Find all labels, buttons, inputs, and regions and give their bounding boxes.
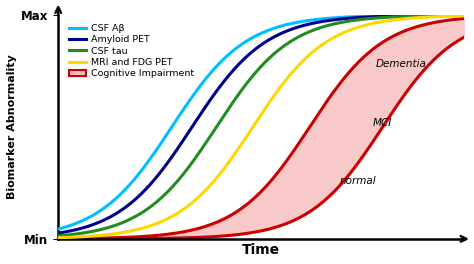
Text: normal: normal: [340, 176, 377, 186]
Y-axis label: Biomarker Abnormality: Biomarker Abnormality: [7, 55, 17, 199]
Legend: CSF Aβ, Amyloid PET, CSF tau, MRI and FDG PET, Cognitive Impairment: CSF Aβ, Amyloid PET, CSF tau, MRI and FD…: [67, 22, 196, 80]
Text: Dementia: Dementia: [375, 59, 426, 69]
X-axis label: Time: Time: [242, 243, 280, 257]
Text: MCI: MCI: [373, 117, 392, 128]
